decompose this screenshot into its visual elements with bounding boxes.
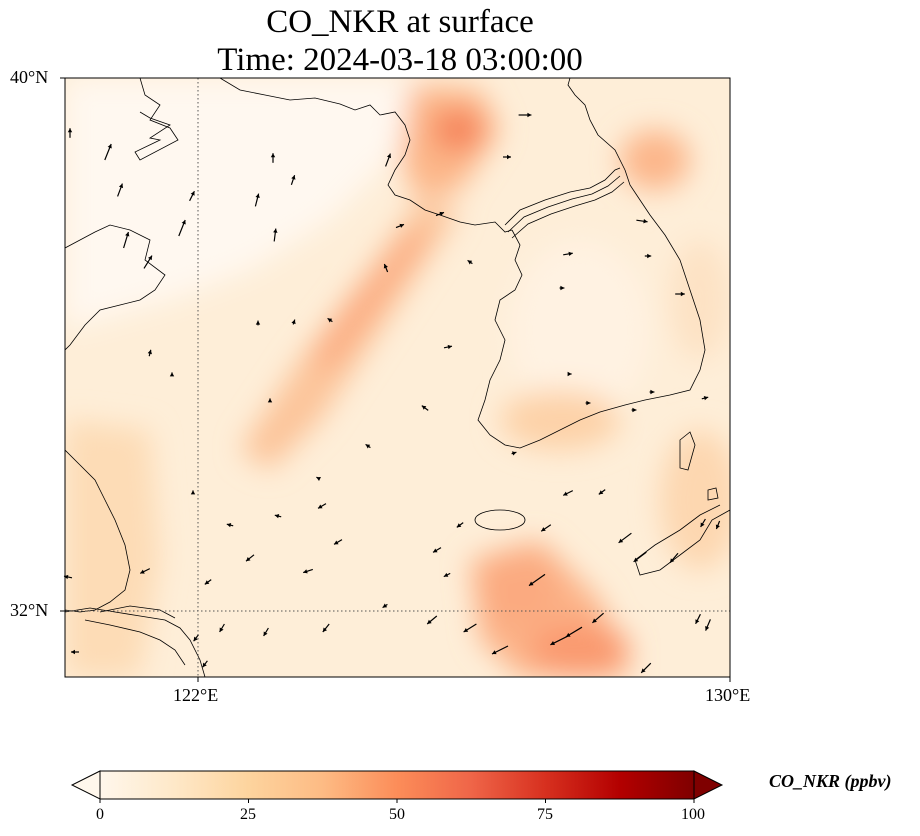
colorbar-tick-50: 50 [389, 806, 405, 823]
lon-tick-122: 122°E [173, 685, 219, 705]
wind-vectors [63, 112, 721, 674]
lat-tick-32: 32°N [10, 600, 49, 620]
gridlines [65, 78, 730, 677]
lon-tick-130: 130°E [705, 685, 751, 705]
colorbar-tick-75: 75 [537, 806, 553, 823]
colorbar-label: CO_NKR (ppbv) [769, 771, 892, 791]
co-concentration-field [65, 78, 730, 677]
map-subtitle-time: Time: 2024-03-18 03:00:00 [217, 42, 583, 78]
coastlines [65, 78, 730, 677]
map-title: CO_NKR at surface [266, 4, 534, 40]
axis-ticks [60, 77, 731, 682]
colorbar-tick-100: 100 [681, 806, 705, 823]
colorbar [70, 770, 724, 803]
colorbar-tick-0: 0 [96, 806, 104, 823]
colorbar-tick-25: 25 [240, 806, 256, 823]
map-frame [64, 77, 731, 678]
lat-tick-40: 40°N [10, 67, 49, 87]
